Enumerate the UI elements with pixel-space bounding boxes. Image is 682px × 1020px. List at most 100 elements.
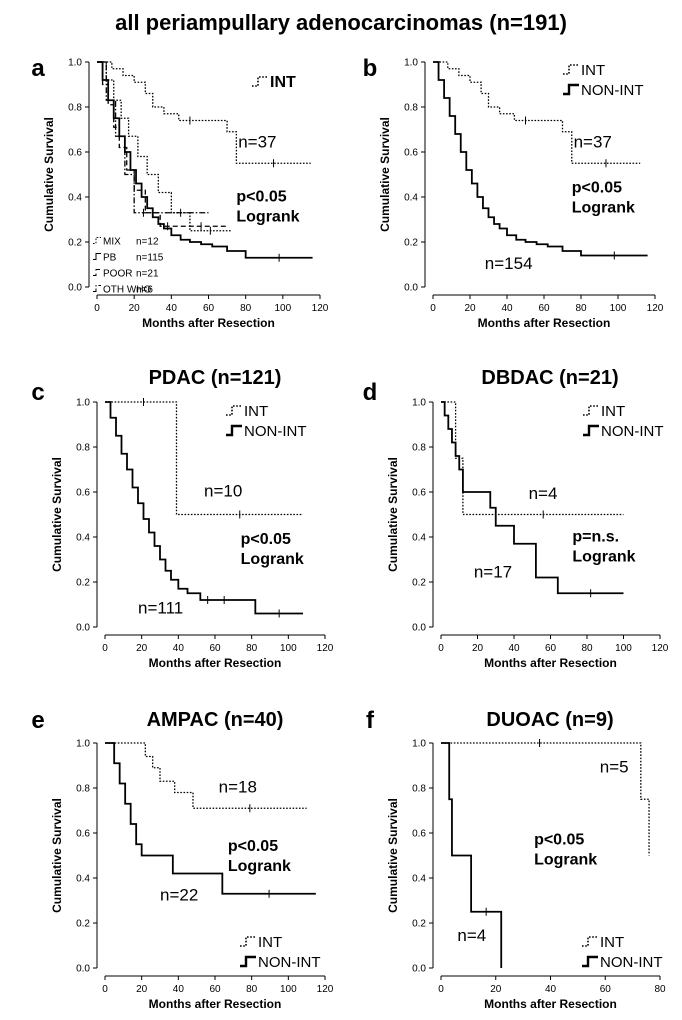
legend-small-swatch [93, 285, 101, 292]
legend-small-swatch [93, 269, 101, 276]
survival-curve-pb [97, 61, 313, 259]
y-axis-label: Cumulative Survival [50, 798, 64, 913]
x-tick-label: 0 [102, 984, 108, 995]
legend-label: NON-INT [258, 954, 321, 971]
n-annotation: n=4 [529, 484, 558, 503]
legend-swatch-int [563, 64, 579, 75]
y-tick-label: 0.4 [68, 193, 82, 204]
n-annotation: n=37 [238, 133, 276, 152]
y-tick-label: 0.2 [76, 919, 90, 930]
y-axis-label: Cumulative Survival [42, 117, 56, 232]
x-tick-label: 80 [240, 303, 252, 314]
y-tick-label: 0.4 [404, 193, 418, 204]
x-tick-label: 20 [490, 984, 502, 995]
y-axis-label: Cumulative Survival [386, 457, 400, 572]
x-tick-label: 0 [94, 303, 100, 314]
legend-small-n: n=21 [136, 269, 159, 280]
x-tick-label: 120 [317, 984, 334, 995]
n-annotation: n=22 [160, 886, 198, 905]
legend-swatch-non-int [563, 83, 579, 96]
legend-small-label: MIX [103, 237, 121, 248]
x-tick-label: 20 [464, 303, 476, 314]
panel-title: AMPAC (n=40) [147, 709, 284, 731]
x-tick-label: 20 [136, 984, 148, 995]
legend-swatch-non-int [582, 955, 598, 968]
panel-letter: d [363, 379, 378, 406]
x-tick-label: 60 [209, 984, 221, 995]
x-tick-label: 40 [508, 643, 520, 654]
survival-curve-non-int [105, 401, 303, 615]
legend-swatch-int [252, 76, 268, 87]
panel-letter: a [31, 55, 45, 82]
legend-label: INT [258, 934, 282, 951]
legend-label: NON-INT [600, 954, 663, 971]
survival-curve-poor [97, 61, 228, 227]
y-tick-label: 0.8 [76, 443, 90, 454]
n-annotation: n=18 [219, 778, 257, 797]
n-annotation: n=154 [485, 254, 533, 273]
survival-curve-non-int [433, 61, 648, 257]
x-tick-label: 40 [501, 303, 513, 314]
legend-label: INT [601, 403, 625, 420]
y-tick-label: 0.6 [404, 148, 418, 159]
y-tick-label: 1.0 [68, 58, 82, 69]
y-tick-label: 0.8 [404, 103, 418, 114]
y-tick-label: 0.2 [68, 238, 82, 249]
x-tick-label: 120 [652, 643, 669, 654]
n-annotation: n=17 [474, 563, 512, 582]
y-tick-label: 0.0 [76, 623, 90, 634]
panel-title: DUOAC (n=9) [486, 709, 613, 731]
survival-curve-int [433, 61, 641, 164]
legend-small-swatch [93, 237, 101, 244]
legend-label: INT [600, 934, 624, 951]
stat-text: Logrank [572, 549, 635, 566]
legend-swatch-int [583, 405, 599, 416]
stat-text: p<0.05 [572, 180, 622, 197]
stat-text: p<0.05 [534, 831, 584, 848]
legend-label: INT [244, 403, 268, 420]
x-tick-label: 60 [600, 984, 612, 995]
survival-curve-int [105, 742, 307, 809]
legend-swatch-non-int [583, 424, 599, 437]
y-tick-label: 0.0 [404, 283, 418, 294]
y-tick-label: 1.0 [412, 739, 426, 750]
y-tick-label: 0.8 [68, 103, 82, 114]
x-tick-label: 60 [209, 643, 221, 654]
y-axis-label: Cumulative Survival [50, 457, 64, 572]
x-axis-label: Months after Resection [142, 316, 275, 330]
y-tick-label: 1.0 [76, 739, 90, 750]
legend-swatch-int [226, 405, 242, 416]
stat-text: p=n.s. [572, 529, 619, 546]
x-tick-label: 100 [280, 643, 297, 654]
x-tick-label: 80 [246, 643, 258, 654]
panel-title: PDAC (n=121) [149, 367, 282, 389]
y-tick-label: 0.2 [412, 919, 426, 930]
x-tick-label: 80 [581, 643, 593, 654]
y-tick-label: 0.4 [412, 533, 426, 544]
stat-text: Logrank [572, 200, 635, 217]
x-tick-label: 60 [545, 643, 557, 654]
x-axis-label: Months after Resection [478, 316, 611, 330]
y-tick-label: 0.8 [412, 784, 426, 795]
stat-text: Logrank [228, 858, 291, 875]
survival-curve-mix [97, 61, 231, 232]
panel-c: c PDAC (n=121) 0 20 40 60 80 100 120 0.0 0.2 0.4 0.6… [31, 367, 333, 670]
y-tick-label: 1.0 [76, 398, 90, 409]
x-axis-label: Months after Resection [149, 656, 282, 670]
y-tick-label: 0.2 [412, 578, 426, 589]
x-tick-label: 100 [610, 303, 627, 314]
x-tick-label: 0 [102, 643, 108, 654]
x-tick-label: 0 [438, 984, 444, 995]
panel-d: d DBDAC (n=21) 0 20 40 60 80 100 120 0.0 0.2 0.4 0.6… [363, 367, 669, 670]
panel-title: DBDAC (n=21) [481, 367, 618, 389]
legend-swatch-non-int [240, 955, 256, 968]
stat-text: p<0.05 [236, 189, 286, 206]
stat-text: p<0.05 [241, 531, 291, 548]
panel-letter: e [31, 707, 44, 734]
x-tick-label: 120 [312, 303, 329, 314]
y-tick-label: 0.8 [412, 443, 426, 454]
panel-e: e AMPAC (n=40) 0 20 40 60 80 100 120 0.0 0.2 0.4 0.6… [31, 707, 333, 1011]
legend-small-n: n=6 [136, 285, 153, 296]
y-tick-label: 0.2 [404, 238, 418, 249]
